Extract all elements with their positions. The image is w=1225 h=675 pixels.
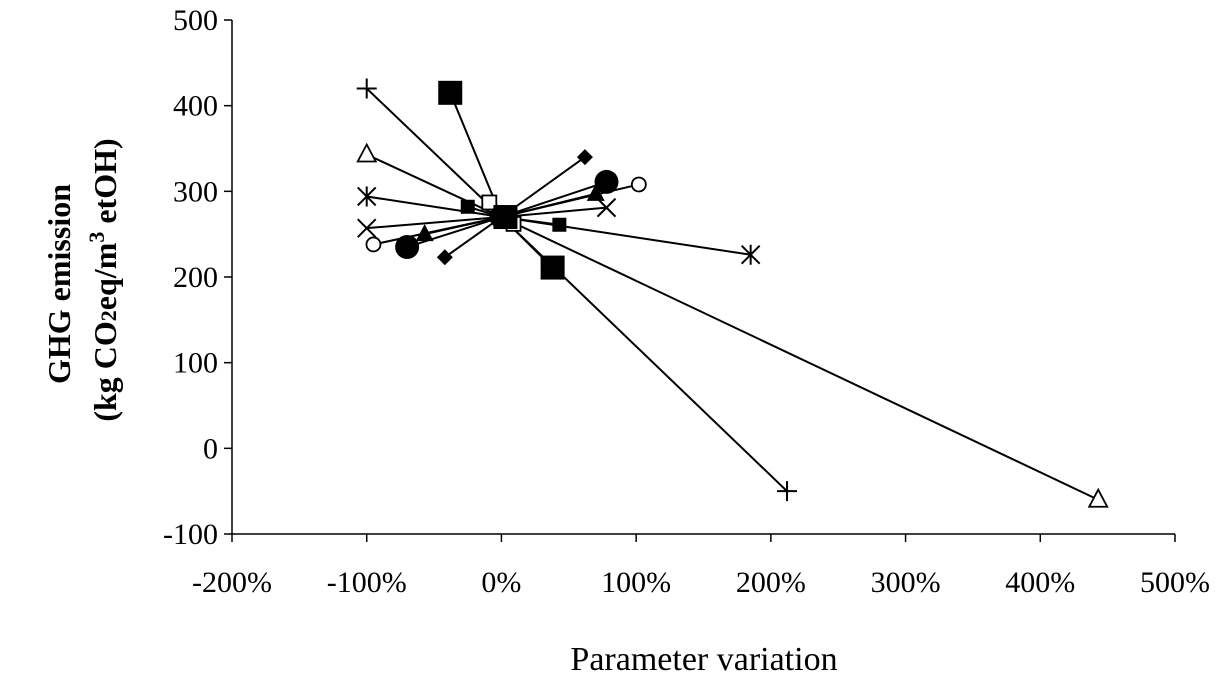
y-tick-label: 500 [173,4,218,37]
x-tick-label: 400% [1005,566,1075,599]
y-tick-label: -100 [163,518,218,551]
x-tick-label: -100% [327,566,407,599]
data-point [541,256,565,280]
markers [357,79,1107,507]
data-point [395,235,419,259]
x-tick-label: 100% [601,566,671,599]
x-tick-label: 300% [871,566,941,599]
y-tick-label: 400 [173,90,218,123]
data-point [358,144,376,161]
series-lines [367,89,1098,500]
series-line [367,154,1098,499]
data-point [493,205,517,229]
data-point [437,249,453,265]
y-tick-label: 300 [173,175,218,208]
x-axis-title: Parameter variation [570,641,837,675]
data-point [438,81,462,105]
y-axis-title: GHG emission (kg CO2eq/m3 etOH) [41,138,123,421]
data-point [552,218,566,232]
data-point [366,237,380,251]
data-point [461,200,475,214]
x-tick-label: 200% [736,566,806,599]
data-point [632,177,646,191]
series-line [367,89,787,492]
tick-labels: -100 0 100 200 300 400 500 -200% -100% 0% 100% 200%… [163,4,1210,599]
y-tick-label: 200 [173,261,218,294]
y-tick-label: 0 [203,432,218,465]
data-point [577,149,593,165]
x-tick-label: 500% [1140,566,1210,599]
x-tick-label: 0% [481,566,521,599]
x-tick-label: -200% [192,566,272,599]
axes [232,20,1175,534]
y-axis-title-line2: (kg CO2eq/m3 etOH) [84,138,123,421]
y-tick-label: 100 [173,347,218,380]
y-axis-title-line1: GHG emission [41,184,77,384]
data-point [1089,490,1107,507]
